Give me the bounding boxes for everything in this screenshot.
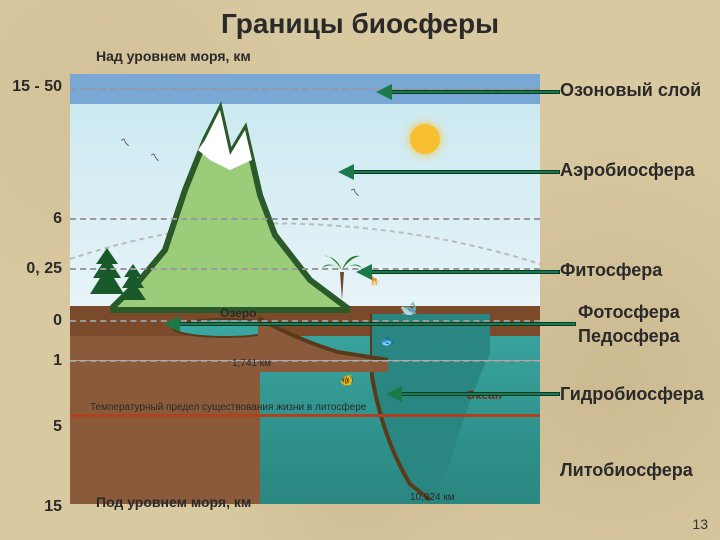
- ytick-025: 0, 25: [2, 260, 62, 278]
- arrow-phyto: [370, 270, 560, 274]
- depth-1741: 1,741 км: [232, 358, 271, 369]
- whale-icon: 🐋: [400, 300, 417, 317]
- mountain: [110, 100, 350, 320]
- arrow-aero: [352, 170, 560, 174]
- fish-icon: 🐟: [380, 334, 395, 348]
- bird-icon: ㄟ: [350, 184, 360, 199]
- thermal-limit-label: Температурный предел существования жизни…: [90, 402, 390, 413]
- ytick-1: 1: [2, 352, 62, 370]
- ytick-15: 15: [2, 498, 62, 516]
- label-aero: Аэробиосфера: [560, 160, 695, 181]
- arrow-pedo: [178, 322, 576, 326]
- slide-number: 13: [692, 516, 708, 532]
- fish-icon: 🐠: [340, 374, 354, 387]
- arrow-head-icon: [356, 264, 372, 280]
- arrow-ozone: [390, 90, 560, 94]
- arrow-hydro: [400, 392, 560, 396]
- label-hydro: Гидробиосфера: [560, 384, 704, 405]
- gridline: [70, 218, 540, 220]
- arrow-head-icon: [338, 164, 354, 180]
- page-title: Границы биосферы: [0, 0, 720, 40]
- label-litho: Литобиосфера: [560, 460, 693, 481]
- label-phyto: Фитосфера: [560, 260, 662, 281]
- arrow-head-icon: [376, 84, 392, 100]
- label-photo: Фотосфера: [578, 302, 680, 323]
- label-pedo: Педосфера: [578, 326, 680, 347]
- ytick-0: 0: [2, 312, 62, 330]
- thermal-limit-line: [70, 414, 540, 417]
- ytick-6: 6: [2, 210, 62, 228]
- arrow-head-icon: [164, 316, 180, 332]
- subtitle-below: Под уровнем моря, км: [96, 494, 251, 510]
- tree-conifer-icon: [90, 246, 124, 296]
- subtitle-above: Над уровнем моря, км: [96, 48, 251, 64]
- ytick-15-50: 15 - 50: [2, 78, 62, 96]
- ytick-5: 5: [2, 418, 62, 436]
- bird-icon: ㄟ: [150, 149, 160, 164]
- lake-label: Озеро: [220, 306, 256, 320]
- diagram-area: ㄟ ㄟ ㄟ 🐟 🐠 🐋 🦒 Озеро Океан 1,741 км 10,92…: [70, 74, 540, 504]
- label-ozone: Озоновый слой: [560, 80, 701, 101]
- arrow-head-icon: [386, 386, 402, 402]
- gridline: [70, 360, 540, 361]
- sun-icon: [410, 124, 440, 154]
- depth-10924: 10,924 км: [410, 492, 455, 503]
- bird-icon: ㄟ: [120, 134, 130, 149]
